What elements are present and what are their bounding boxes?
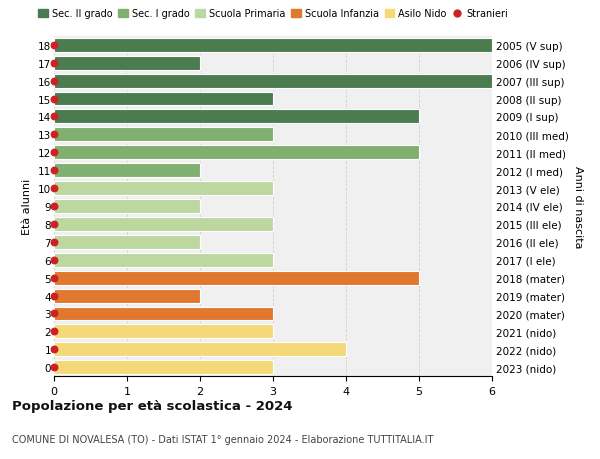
Bar [54, 146, 419, 160]
Point [49, 292, 59, 300]
Point [49, 95, 59, 103]
Bar [54, 164, 200, 178]
Point [49, 42, 59, 49]
Bar [54, 74, 492, 89]
Text: COMUNE DI NOVALESA (TO) - Dati ISTAT 1° gennaio 2024 - Elaborazione TUTTITALIA.I: COMUNE DI NOVALESA (TO) - Dati ISTAT 1° … [12, 434, 433, 444]
Bar [54, 271, 419, 285]
Point [49, 257, 59, 264]
Bar [54, 39, 492, 53]
Bar [54, 289, 200, 303]
Point [49, 239, 59, 246]
Legend: Sec. II grado, Sec. I grado, Scuola Primaria, Scuola Infanzia, Asilo Nido, Stran: Sec. II grado, Sec. I grado, Scuola Prim… [38, 10, 508, 19]
Point [49, 203, 59, 210]
Bar [54, 92, 273, 106]
Bar [54, 325, 273, 339]
Bar [54, 360, 273, 375]
Bar [54, 56, 200, 71]
Point [49, 221, 59, 228]
Y-axis label: Età alunni: Età alunni [22, 179, 32, 235]
Bar [54, 307, 273, 321]
Point [49, 364, 59, 371]
Point [49, 131, 59, 139]
Bar [54, 182, 273, 196]
Point [49, 113, 59, 121]
Bar [54, 253, 273, 267]
Point [49, 78, 59, 85]
Bar [54, 200, 200, 213]
Point [49, 60, 59, 67]
Point [49, 167, 59, 174]
Text: Popolazione per età scolastica - 2024: Popolazione per età scolastica - 2024 [12, 399, 293, 412]
Bar [54, 128, 273, 142]
Bar [54, 218, 273, 231]
Point [49, 149, 59, 157]
Point [49, 346, 59, 353]
Bar [54, 110, 419, 124]
Y-axis label: Anni di nascita: Anni di nascita [573, 165, 583, 248]
Point [49, 274, 59, 282]
Bar [54, 342, 346, 357]
Point [49, 185, 59, 192]
Bar [54, 235, 200, 249]
Point [49, 310, 59, 318]
Point [49, 328, 59, 336]
